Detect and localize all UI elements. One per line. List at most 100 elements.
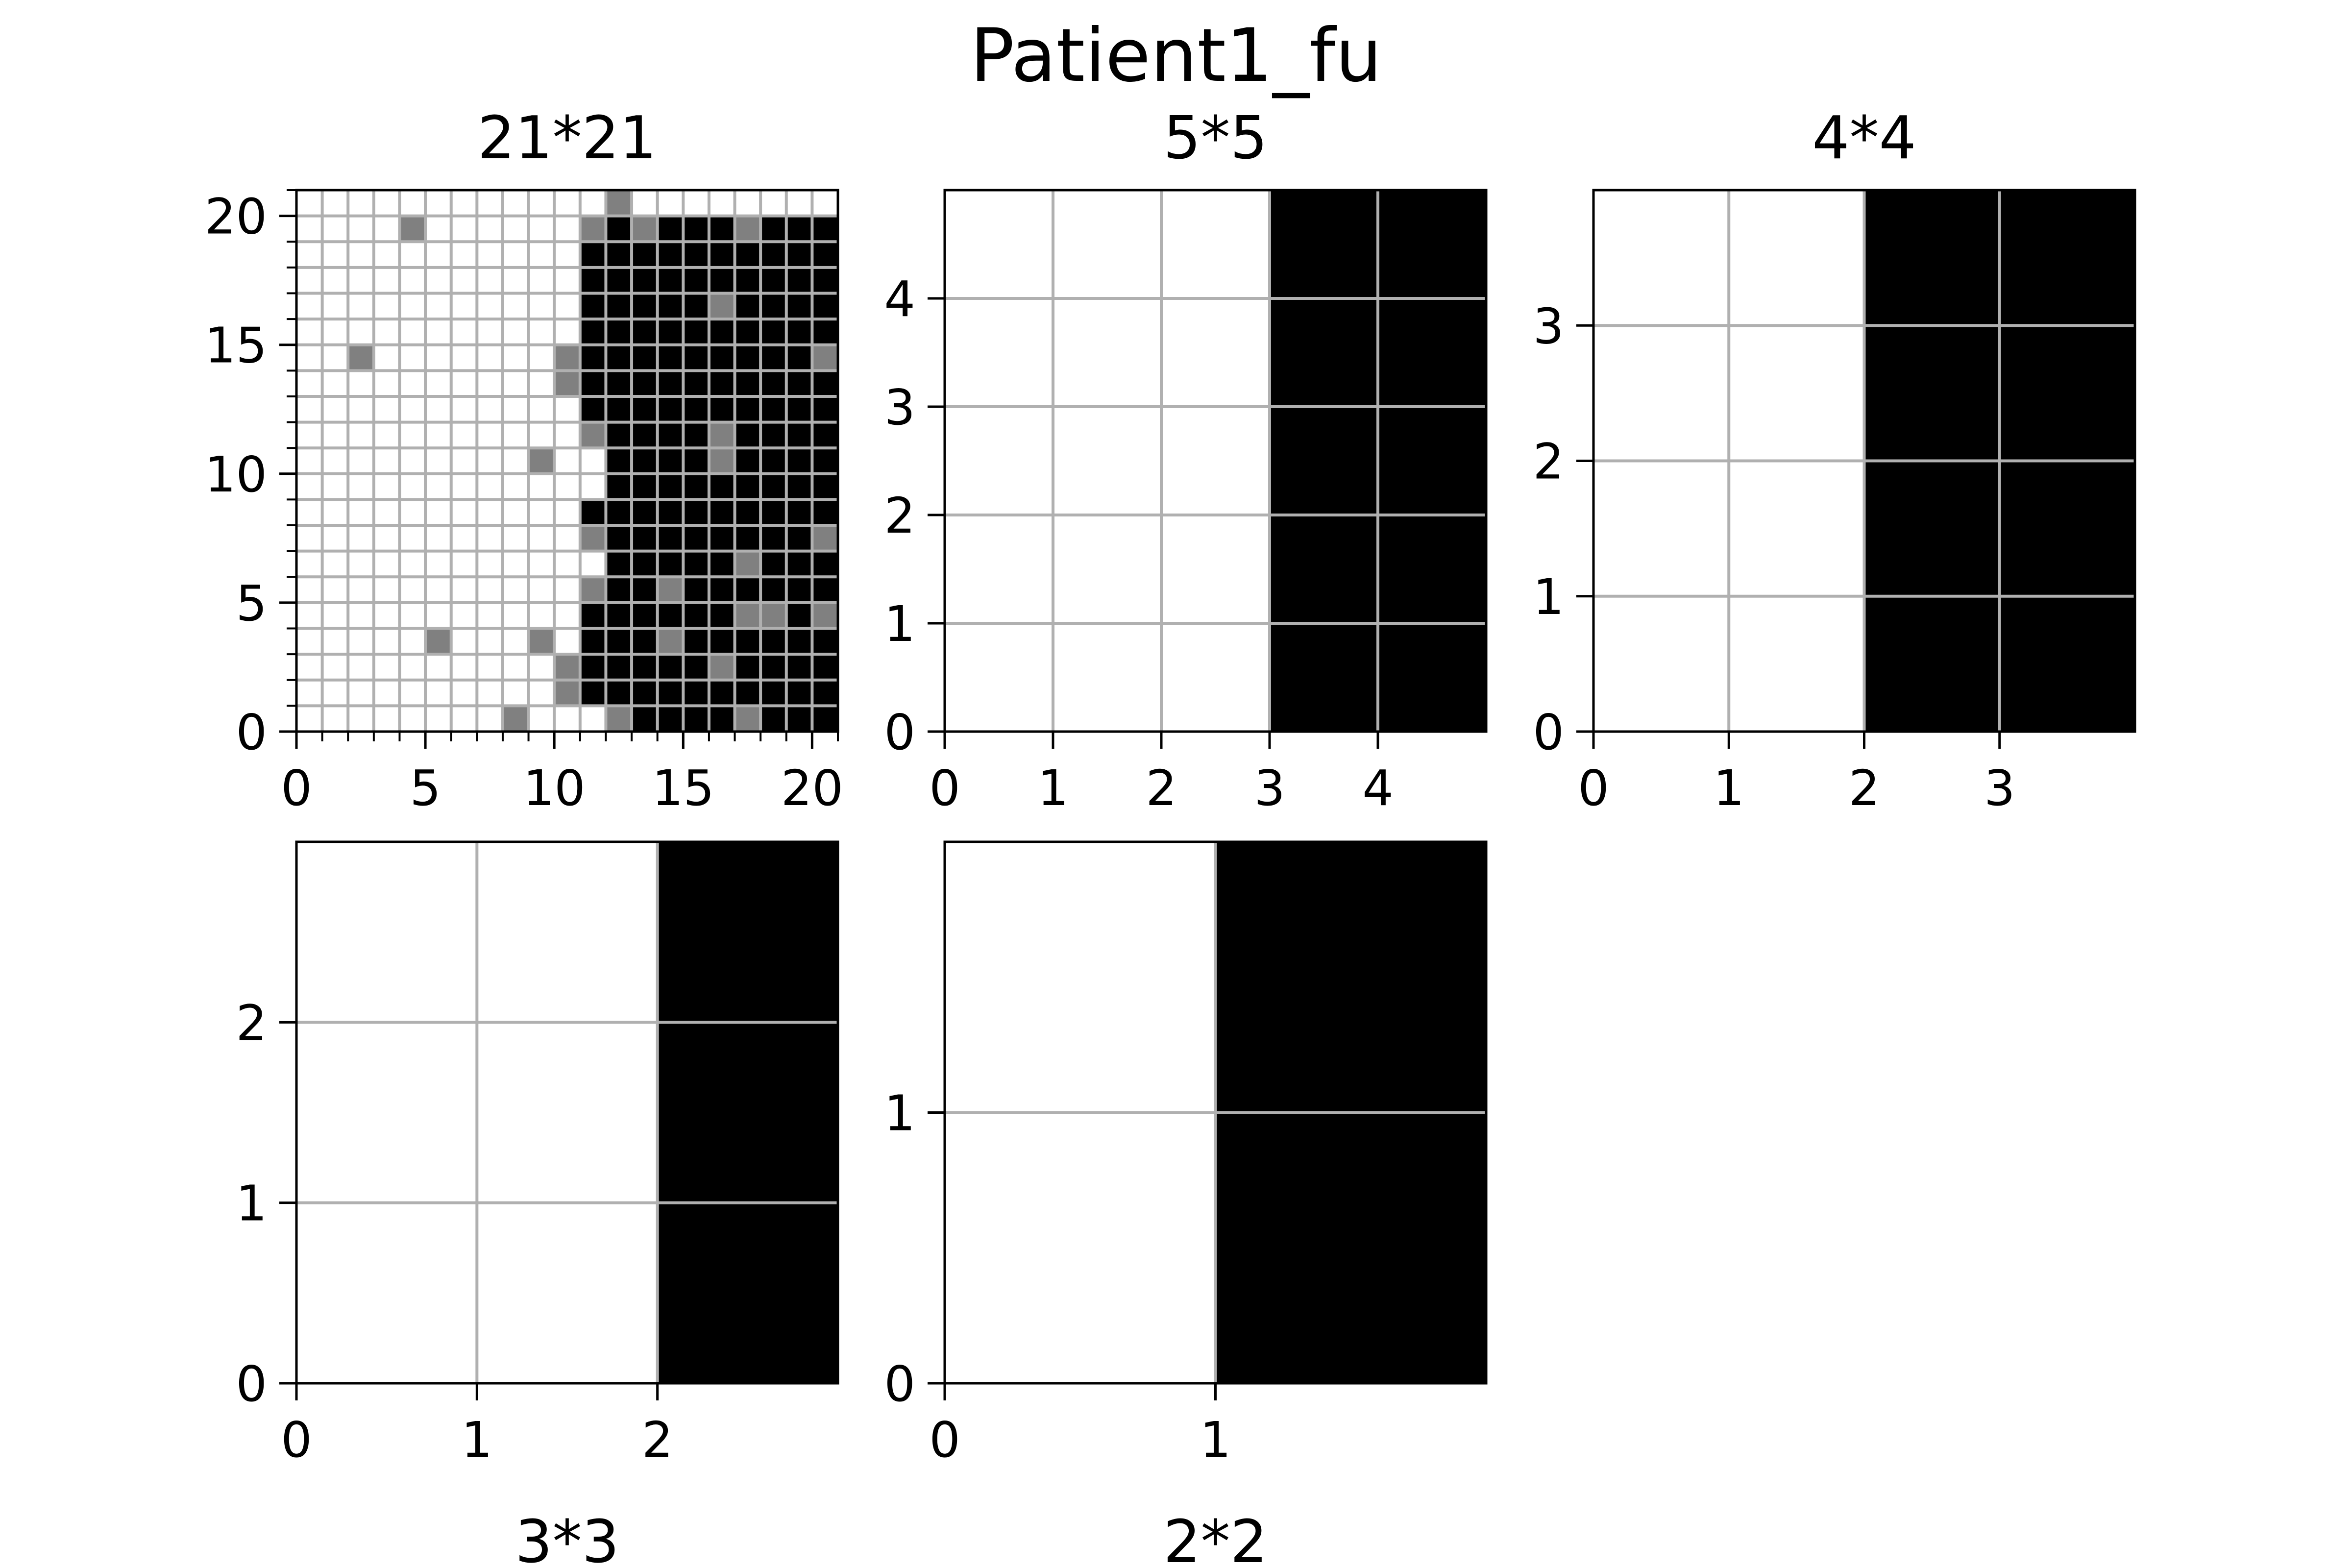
heatmap-cell [709, 628, 735, 655]
heatmap-cell [735, 473, 761, 500]
heatmap-cell [709, 499, 735, 526]
heatmap-cell [786, 680, 812, 706]
heatmap-panel: 0 1 2 3 4 0 1 2 3 4 5*5 [884, 104, 1488, 817]
heatmap-cell [451, 267, 477, 294]
heatmap-cell [425, 448, 452, 474]
heatmap-cell [735, 422, 761, 448]
heatmap-cell [477, 706, 503, 732]
x-tick-label: 4 [1362, 760, 1394, 817]
heatmap-cell [735, 190, 761, 217]
heatmap-cell [554, 473, 581, 500]
heatmap-cell [502, 190, 529, 217]
heatmap-cell [322, 628, 348, 655]
heatmap-cell [786, 654, 812, 681]
heatmap-cell [657, 216, 684, 242]
heatmap-cell [348, 499, 374, 526]
heatmap-cell [322, 319, 348, 345]
heatmap-cell [348, 190, 374, 217]
heatmap-cell [502, 551, 529, 577]
heatmap-cell [348, 706, 374, 732]
heatmap-cell [760, 628, 787, 655]
y-tick-label: 15 [205, 317, 267, 374]
heatmap-cell [528, 499, 555, 526]
heatmap-cell [322, 473, 348, 500]
heatmap-cell [632, 216, 658, 242]
heatmap-cell [425, 370, 452, 397]
heatmap-cell [735, 499, 761, 526]
heatmap-cell [296, 654, 323, 681]
heatmap-cell [580, 216, 607, 242]
heatmap-cell [502, 344, 529, 371]
panel-title: 3*3 [515, 1508, 619, 1568]
heatmap-cell [760, 370, 787, 397]
heatmap-cell [502, 396, 529, 423]
heatmap-cell [812, 473, 838, 500]
heatmap-cell [425, 628, 452, 655]
x-tick-label: 2 [1849, 760, 1880, 817]
heatmap-cell [709, 602, 735, 629]
heatmap-cell [735, 654, 761, 681]
heatmap-cell [709, 216, 735, 242]
heatmap-cell [502, 577, 529, 603]
heatmap-cell [683, 396, 710, 423]
heatmap-cell [451, 448, 477, 474]
heatmap-cell [812, 190, 838, 217]
heatmap-cell [683, 422, 710, 448]
heatmap-cell [580, 680, 607, 706]
heatmap-cell [373, 525, 400, 552]
heatmap-cell [812, 628, 838, 655]
heatmap-cell [296, 551, 323, 577]
heatmap-cell [528, 344, 555, 371]
heatmap-cell [735, 525, 761, 552]
heatmap-cell [606, 344, 632, 371]
heatmap-cell [632, 396, 658, 423]
heatmap-cell [657, 551, 684, 577]
heatmap-cell [554, 190, 581, 217]
heatmap-cell [296, 319, 323, 345]
heatmap-cell [580, 525, 607, 552]
heatmap-cell [348, 370, 374, 397]
heatmap-cell [606, 602, 632, 629]
heatmap-cell [348, 267, 374, 294]
x-tick-label: 10 [523, 760, 586, 817]
heatmap-cell [348, 680, 374, 706]
heatmap-cell [373, 344, 400, 371]
heatmap-cell [812, 577, 838, 603]
heatmap-cell [477, 319, 503, 345]
heatmap-cell [786, 525, 812, 552]
heatmap-cell [683, 448, 710, 474]
heatmap-cell [683, 473, 710, 500]
heatmap-cell [709, 319, 735, 345]
heatmap-cell [709, 551, 735, 577]
heatmap-cell [373, 293, 400, 319]
heatmap-cell [296, 680, 323, 706]
heatmap-cell [606, 706, 632, 732]
heatmap-cell [322, 267, 348, 294]
x-tick-label: 20 [781, 760, 843, 817]
heatmap-cell [606, 551, 632, 577]
heatmap-cell [399, 448, 426, 474]
white-region [945, 190, 1270, 732]
heatmap-cell [606, 422, 632, 448]
y-tick-label: 1 [1533, 568, 1564, 626]
heatmap-cell [580, 344, 607, 371]
axes-frame [295, 840, 839, 1385]
heatmap-cell [502, 293, 529, 319]
heatmap-cell [709, 473, 735, 500]
heatmap-cell [786, 293, 812, 319]
heatmap-cell [477, 551, 503, 577]
heatmap-cell [657, 370, 684, 397]
heatmap-cell [477, 242, 503, 268]
heatmap-cell [322, 448, 348, 474]
x-tick-label: 1 [1200, 1411, 1231, 1469]
heatmap-cell [554, 370, 581, 397]
heatmap-cell [348, 344, 374, 371]
heatmap-cell [554, 319, 581, 345]
heatmap-cell [477, 216, 503, 242]
heatmap-cell [632, 190, 658, 217]
heatmap-cell [580, 267, 607, 294]
heatmap-cell [399, 370, 426, 397]
heatmap-cell [709, 190, 735, 217]
panel-title: 4*4 [1812, 104, 1916, 172]
